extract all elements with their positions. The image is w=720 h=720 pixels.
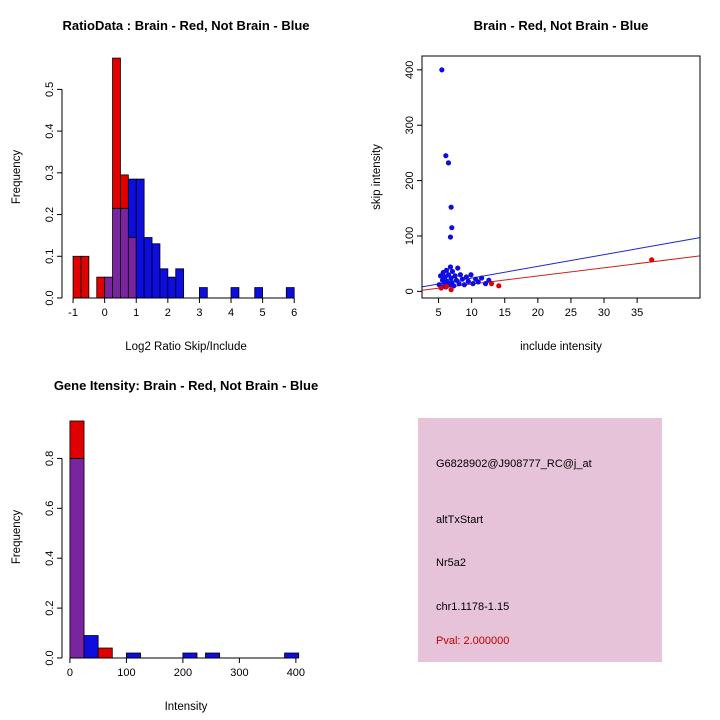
svg-text:0.8: 0.8 bbox=[44, 451, 56, 466]
svg-text:400: 400 bbox=[287, 667, 305, 679]
svg-text:0.0: 0.0 bbox=[44, 650, 56, 665]
svg-text:100: 100 bbox=[117, 667, 135, 679]
gene-info-box: G6828902@J908777_RC@j_at altTxStart Nr5a… bbox=[418, 418, 662, 662]
svg-text:0.0: 0.0 bbox=[44, 290, 56, 305]
svg-text:30: 30 bbox=[598, 307, 610, 319]
event-type-text: altTxStart bbox=[436, 514, 484, 526]
svg-text:300: 300 bbox=[404, 116, 416, 134]
svg-text:3: 3 bbox=[196, 307, 202, 319]
svg-text:0.4: 0.4 bbox=[44, 551, 56, 566]
probe-id-text: G6828902@J908777_RC@j_at bbox=[436, 458, 592, 470]
gene-histogram-xlabel: Intensity bbox=[164, 701, 208, 713]
svg-text:0: 0 bbox=[404, 288, 416, 294]
svg-text:0: 0 bbox=[67, 667, 73, 679]
svg-text:25: 25 bbox=[565, 307, 577, 319]
chromosome-location-text: chr1.1178-1.15 bbox=[436, 601, 510, 613]
gene-symbol-text: Nr5a2 bbox=[436, 557, 466, 569]
svg-text:0.2: 0.2 bbox=[44, 207, 56, 222]
panel-gene-info: G6828902@J908777_RC@j_at altTxStart Nr5a… bbox=[360, 360, 720, 720]
gene-histogram-plot: 0 100 200 300 400 0.0 0.2 0.4 0.6 0.8 bbox=[44, 420, 305, 679]
svg-text:0.3: 0.3 bbox=[44, 165, 56, 180]
svg-text:2: 2 bbox=[165, 307, 171, 319]
scatter-xlabel: include intensity bbox=[520, 341, 602, 353]
ratio-histogram-xlabel: Log2 Ratio Skip/Include bbox=[125, 341, 247, 353]
svg-text:0.5: 0.5 bbox=[44, 82, 56, 97]
panel-ratio-histogram: RatioData : Brain - Red, Not Brain - Blu… bbox=[0, 0, 360, 360]
svg-text:200: 200 bbox=[174, 667, 192, 679]
svg-text:0.6: 0.6 bbox=[44, 501, 56, 516]
svg-text:10: 10 bbox=[466, 307, 478, 319]
ratio-histogram-plot: -1 0 1 2 3 4 5 6 0.0 0.1 0.2 0.3 0.4 0.5 bbox=[44, 57, 297, 319]
svg-text:0.1: 0.1 bbox=[44, 249, 56, 264]
ratio-histogram-title: RatioData : Brain - Red, Not Brain - Blu… bbox=[62, 18, 310, 33]
scatter-title: Brain - Red, Not Brain - Blue bbox=[473, 18, 649, 33]
svg-text:100: 100 bbox=[404, 227, 416, 245]
panel-gene-histogram: Gene Itensity: Brain - Red, Not Brain - … bbox=[0, 360, 360, 720]
panel-intensity-scatter: Brain - Red, Not Brain - Blue skip inten… bbox=[360, 0, 720, 360]
svg-text:0.2: 0.2 bbox=[44, 600, 56, 615]
svg-text:1: 1 bbox=[133, 307, 139, 319]
svg-text:200: 200 bbox=[404, 171, 416, 189]
svg-text:35: 35 bbox=[631, 307, 643, 319]
intensity-scatter-plot: 5 10 15 20 25 30 35 0 100 200 300 400 bbox=[404, 55, 701, 319]
svg-text:5: 5 bbox=[435, 307, 441, 319]
svg-text:-1: -1 bbox=[68, 307, 78, 319]
pvalue-text: Pval: 2.000000 bbox=[436, 635, 510, 647]
svg-text:0: 0 bbox=[102, 307, 108, 319]
svg-text:300: 300 bbox=[230, 667, 248, 679]
svg-text:4: 4 bbox=[228, 307, 234, 319]
gene-histogram-title: Gene Itensity: Brain - Red, Not Brain - … bbox=[53, 378, 319, 393]
svg-text:15: 15 bbox=[499, 307, 511, 319]
svg-text:0.4: 0.4 bbox=[44, 123, 56, 138]
svg-text:5: 5 bbox=[260, 307, 266, 319]
svg-text:6: 6 bbox=[291, 307, 297, 319]
svg-text:20: 20 bbox=[532, 307, 544, 319]
svg-text:400: 400 bbox=[404, 61, 416, 79]
